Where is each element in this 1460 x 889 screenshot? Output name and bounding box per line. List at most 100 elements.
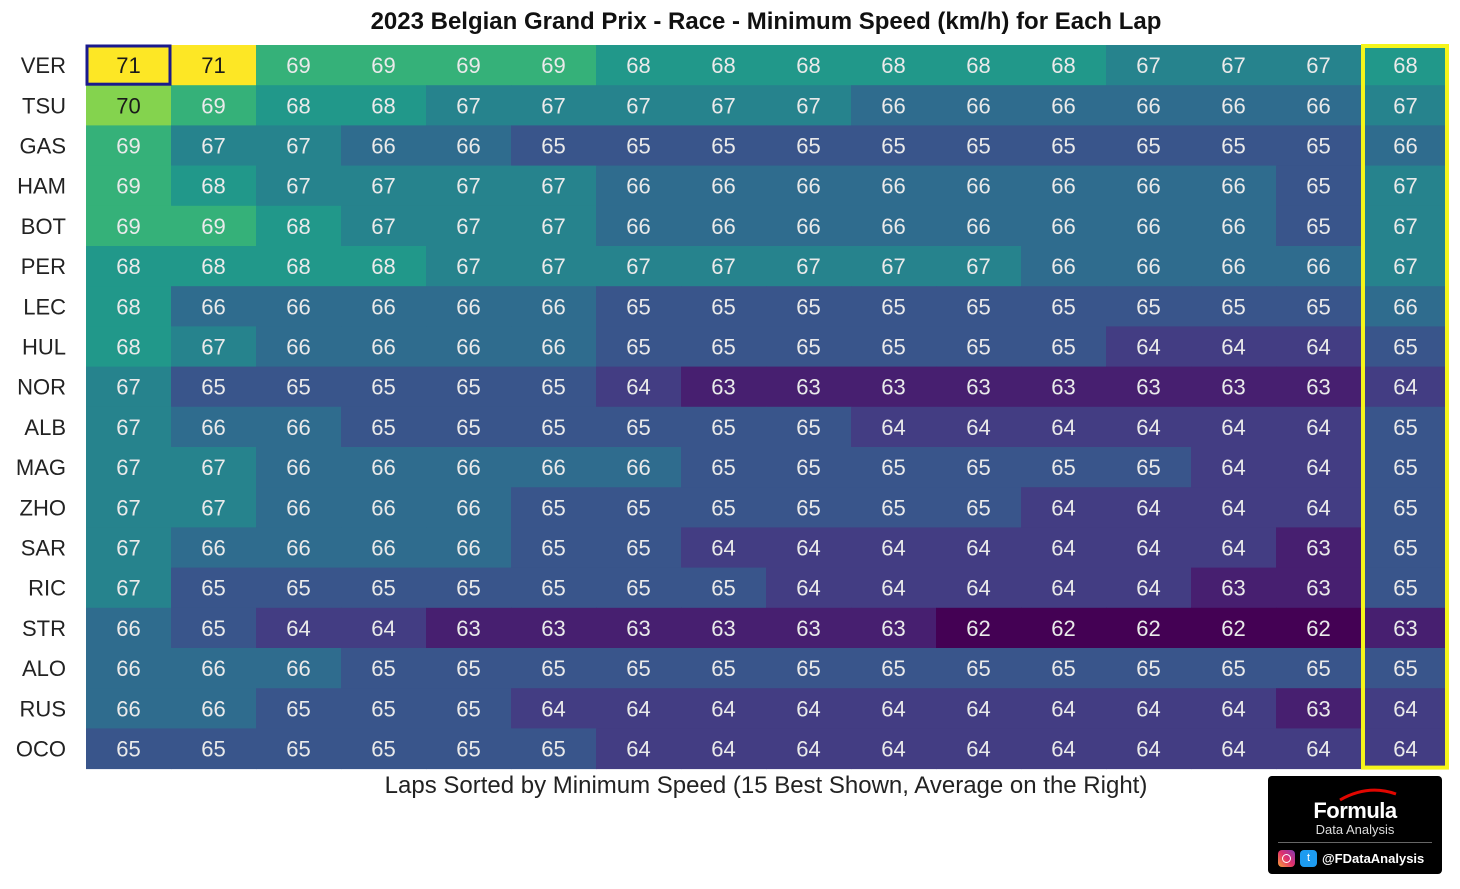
cell-value: 67 <box>116 576 140 601</box>
heatmap-cell <box>1106 326 1192 368</box>
cell-value: 66 <box>541 294 565 319</box>
heatmap-cell <box>851 165 937 207</box>
cell-value: 63 <box>881 375 905 400</box>
cell-value: 67 <box>456 93 480 118</box>
heatmap-cell <box>936 85 1022 126</box>
cell-value: 69 <box>116 214 140 239</box>
cell-value: 65 <box>1136 294 1160 319</box>
heatmap-cell <box>596 205 682 247</box>
cell-value: 69 <box>116 134 140 159</box>
cell-value: 66 <box>1051 214 1075 239</box>
cell-value: 69 <box>201 214 225 239</box>
heatmap-cell <box>86 125 172 167</box>
cell-value: 67 <box>541 93 565 118</box>
average-cell <box>1363 527 1448 569</box>
heatmap-cell <box>1106 125 1192 167</box>
heatmap-cell <box>681 165 767 207</box>
heatmap-cell <box>86 688 172 729</box>
cell-value: 65 <box>796 455 820 480</box>
cell-value: 64 <box>1136 415 1160 440</box>
heatmap-cell <box>681 567 767 609</box>
heatmap-cell <box>86 205 172 247</box>
heatmap-cell <box>1191 607 1277 649</box>
cell-value: 67 <box>881 254 905 279</box>
cell-value: 67 <box>371 174 395 199</box>
cell-value: 66 <box>371 134 395 159</box>
cell-value: 65 <box>541 134 565 159</box>
heatmap-cell <box>596 85 682 126</box>
cell-value: 66 <box>1306 93 1330 118</box>
heatmap-cell <box>511 165 597 207</box>
heatmap-cell <box>1276 286 1362 327</box>
heatmap-cell <box>681 366 767 408</box>
social-handle[interactable]: @FDataAnalysis <box>1322 850 1425 866</box>
heatmap-cell <box>171 688 257 729</box>
heatmap-cell <box>256 648 342 689</box>
cell-value: 66 <box>1136 214 1160 239</box>
heatmap-cell <box>1191 447 1277 488</box>
heatmap-cell <box>1106 527 1192 569</box>
cell-value: 63 <box>1306 696 1330 721</box>
heatmap-cell <box>1021 406 1107 448</box>
cell-value: 67 <box>371 214 395 239</box>
heatmap-cell <box>851 326 937 368</box>
cell-value: 63 <box>1306 576 1330 601</box>
heatmap-cell <box>1276 648 1362 689</box>
cell-value: 64 <box>1051 415 1075 440</box>
cell-value: 64 <box>1306 495 1330 520</box>
heatmap-cell <box>851 286 937 327</box>
heatmap-cell <box>171 607 257 649</box>
cell-value: 65 <box>796 134 820 159</box>
cell-value: 67 <box>286 174 310 199</box>
cell-value: 66 <box>116 656 140 681</box>
cell-value: 65 <box>371 656 395 681</box>
heatmap-cell <box>1276 728 1362 770</box>
cell-value: 64 <box>711 696 735 721</box>
heatmap-cell <box>766 487 852 528</box>
heatmap-cell <box>1276 45 1362 86</box>
cell-value: 64 <box>796 737 820 762</box>
cell-value: 64 <box>1306 737 1330 762</box>
heatmap-cell <box>681 125 767 167</box>
cell-value: 65 <box>286 576 310 601</box>
average-cell <box>1363 246 1448 287</box>
cell-value: 65 <box>711 455 735 480</box>
average-cell <box>1363 165 1448 207</box>
average-cell <box>1363 406 1448 448</box>
cell-value: 66 <box>456 335 480 360</box>
heatmap-cell <box>1276 165 1362 207</box>
cell-value: 63 <box>1306 375 1330 400</box>
heatmap-cell <box>851 406 937 448</box>
cell-value: 65 <box>541 656 565 681</box>
cell-value: 65 <box>541 576 565 601</box>
cell-value: 67 <box>796 93 820 118</box>
cell-value: 64 <box>1221 737 1245 762</box>
cell-value: 63 <box>541 616 565 641</box>
heatmap-cell <box>766 728 852 770</box>
heatmap-cell <box>426 246 512 287</box>
twitter-icon[interactable]: t <box>1300 849 1317 867</box>
cell-value: 66 <box>371 495 395 520</box>
heatmap-cell <box>171 487 257 528</box>
cell-value: 64 <box>1051 696 1075 721</box>
cell-value: 65 <box>1136 656 1160 681</box>
cell-value: 65 <box>626 294 650 319</box>
cell-value: 65 <box>1221 134 1245 159</box>
cell-value: 64 <box>1136 696 1160 721</box>
cell-value: 66 <box>881 174 905 199</box>
heatmap-cell <box>341 688 427 729</box>
cell-value: 65 <box>881 455 905 480</box>
instagram-icon[interactable] <box>1278 849 1295 867</box>
cell-value: 65 <box>541 375 565 400</box>
cell-value: 64 <box>371 616 395 641</box>
heatmap-cell <box>681 447 767 488</box>
heatmap-cell <box>256 527 342 569</box>
cell-value: 64 <box>796 536 820 561</box>
heatmap-cell <box>511 286 597 327</box>
cell-value: 68 <box>371 93 395 118</box>
cell-value: 65 <box>371 737 395 762</box>
driver-label: LEC <box>23 294 66 319</box>
cell-value: 65 <box>711 656 735 681</box>
cell-value: 69 <box>456 53 480 78</box>
heatmap-cell <box>1276 567 1362 609</box>
